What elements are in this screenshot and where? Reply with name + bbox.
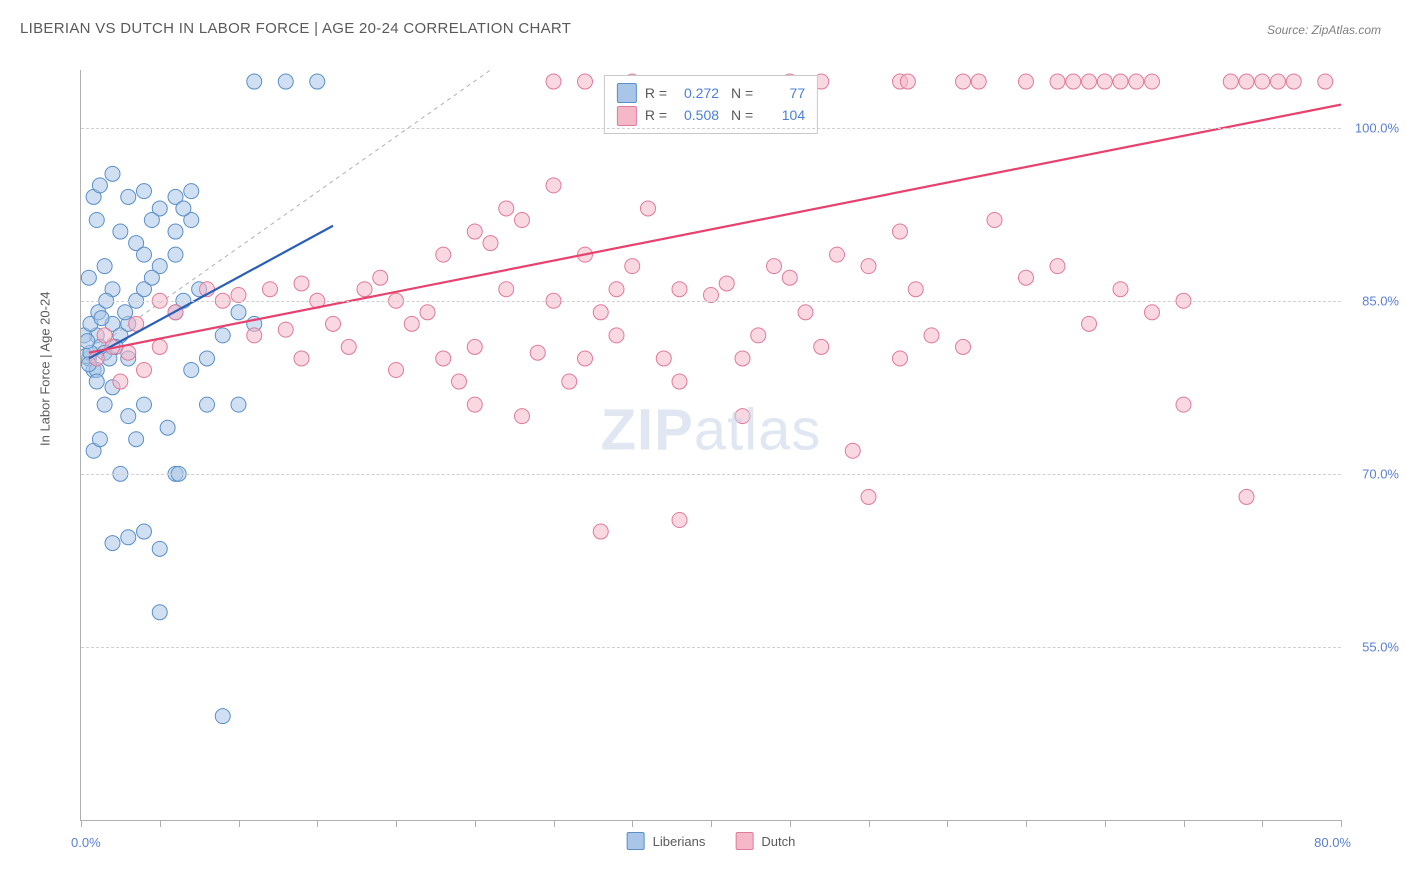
x-tick xyxy=(475,820,476,827)
swatch-icon xyxy=(617,83,637,103)
legend-item-series2: Dutch xyxy=(735,832,795,850)
stats-row-series1: R = 0.272 N = 77 xyxy=(617,82,805,104)
x-tick xyxy=(1026,820,1027,827)
gridline-h xyxy=(81,301,1341,302)
stat-label: R = xyxy=(645,82,667,104)
stats-legend-box: R = 0.272 N = 77 R = 0.508 N = 104 xyxy=(604,75,818,134)
legend-bottom: Liberians Dutch xyxy=(627,832,796,850)
y-tick-label: 70.0% xyxy=(1362,466,1399,481)
x-tick xyxy=(1262,820,1263,827)
x-tick xyxy=(947,820,948,827)
y-axis-label: In Labor Force | Age 20-24 xyxy=(38,292,53,446)
x-tick xyxy=(1184,820,1185,827)
x-tick xyxy=(790,820,791,827)
legend-item-series1: Liberians xyxy=(627,832,706,850)
n-value: 77 xyxy=(761,82,805,104)
stat-label: N = xyxy=(727,104,753,126)
legend-label: Dutch xyxy=(761,834,795,849)
x-tick xyxy=(554,820,555,827)
x-min-label: 0.0% xyxy=(71,835,101,850)
n-value: 104 xyxy=(761,104,805,126)
source-attribution: Source: ZipAtlas.com xyxy=(1267,23,1381,37)
swatch-icon xyxy=(627,832,645,850)
gridline-h xyxy=(81,474,1341,475)
x-tick xyxy=(1105,820,1106,827)
gridline-h xyxy=(81,128,1341,129)
plot-area: ZIPatlas R = 0.272 N = 77 R = 0.508 N = … xyxy=(80,70,1341,821)
y-tick-label: 85.0% xyxy=(1362,293,1399,308)
x-max-label: 80.0% xyxy=(1314,835,1351,850)
x-tick xyxy=(81,820,82,827)
x-tick xyxy=(239,820,240,827)
x-tick xyxy=(396,820,397,827)
x-tick xyxy=(160,820,161,827)
x-tick xyxy=(1341,820,1342,827)
x-tick xyxy=(317,820,318,827)
r-value: 0.272 xyxy=(675,82,719,104)
chart-title: LIBERIAN VS DUTCH IN LABOR FORCE | AGE 2… xyxy=(20,20,1386,37)
stats-row-series2: R = 0.508 N = 104 xyxy=(617,104,805,126)
x-tick xyxy=(711,820,712,827)
legend-label: Liberians xyxy=(653,834,706,849)
swatch-icon xyxy=(735,832,753,850)
swatch-icon xyxy=(617,106,637,126)
y-tick-label: 100.0% xyxy=(1355,120,1399,135)
stat-label: N = xyxy=(727,82,753,104)
gridline-h xyxy=(81,647,1341,648)
y-tick-label: 55.0% xyxy=(1362,639,1399,654)
correlation-chart: LIBERIAN VS DUTCH IN LABOR FORCE | AGE 2… xyxy=(20,20,1386,872)
x-tick xyxy=(632,820,633,827)
x-tick xyxy=(869,820,870,827)
r-value: 0.508 xyxy=(675,104,719,126)
scatter-svg xyxy=(81,70,1341,820)
stat-label: R = xyxy=(645,104,667,126)
